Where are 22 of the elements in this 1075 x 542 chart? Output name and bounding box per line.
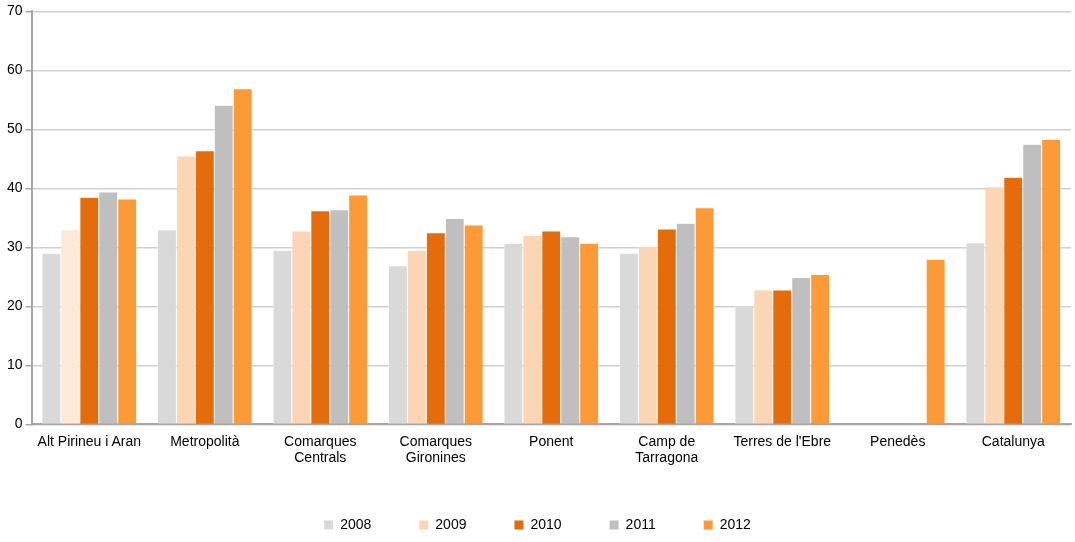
x-tick-label: Metropolità bbox=[170, 432, 240, 449]
x-tick-label: Terres de l'Ebre bbox=[733, 432, 832, 449]
y-tick-label: 50 bbox=[6, 120, 23, 137]
y-tick-label: 30 bbox=[6, 238, 23, 255]
legend-label: 2008 bbox=[340, 515, 372, 532]
x-tick-label: Penedès bbox=[870, 432, 926, 449]
y-tick-label: 0 bbox=[14, 415, 23, 432]
legend-label: 2011 bbox=[625, 515, 656, 532]
x-tick-label: Catalunya bbox=[981, 432, 1045, 449]
y-tick-label: 10 bbox=[6, 356, 23, 373]
x-tick-label: Comarques Gironines bbox=[399, 432, 472, 466]
legend-label: 2012 bbox=[719, 515, 752, 532]
y-tick-label: 70 bbox=[6, 2, 23, 19]
x-tick-label: Alt Pirineu i Aran bbox=[37, 432, 142, 449]
x-tick-label: Ponent bbox=[529, 432, 574, 449]
y-tick-label: 60 bbox=[6, 61, 23, 78]
legend-label: 2009 bbox=[435, 515, 467, 532]
y-tick-label: 20 bbox=[6, 297, 23, 314]
y-tick-label: 40 bbox=[6, 179, 23, 196]
x-tick-label: Comarques Centrals bbox=[284, 432, 357, 466]
legend-label: 2010 bbox=[530, 515, 562, 532]
x-tick-label: Camp de Tarragona bbox=[635, 432, 699, 466]
